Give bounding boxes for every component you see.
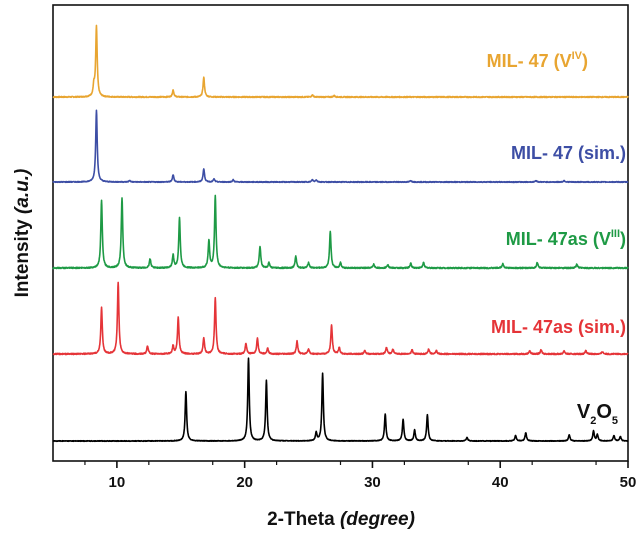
x-tick-label: 10: [109, 474, 126, 491]
series-label-v2o5: V2O5: [577, 401, 618, 427]
series-layer: [52, 24, 629, 443]
x-axis-title: 2-Theta (degree): [267, 509, 415, 530]
series-line-4: [52, 357, 629, 443]
series-line-2: [52, 194, 629, 270]
x-tick-label: 40: [492, 474, 509, 491]
series-line-1: [52, 109, 629, 184]
series-line-0: [52, 24, 629, 99]
x-tick-label: 30: [364, 474, 381, 491]
x-axis-ticks: 10 20 30 40 50: [84, 461, 637, 491]
series-label-mil47-v4: MIL- 47 (VIV): [487, 50, 588, 71]
x-tick-label: 20: [236, 474, 253, 491]
y-axis-title: Intensity (a.u.): [12, 169, 33, 298]
x-tick-label: 50: [620, 474, 637, 491]
series-label-mil47as-sim: MIL- 47as (sim.): [491, 317, 626, 337]
series-line-3: [52, 281, 629, 356]
series-label-mil47-sim: MIL- 47 (sim.): [511, 143, 626, 163]
series-label-mil47as-v3: MIL- 47as (VIII): [506, 228, 626, 249]
